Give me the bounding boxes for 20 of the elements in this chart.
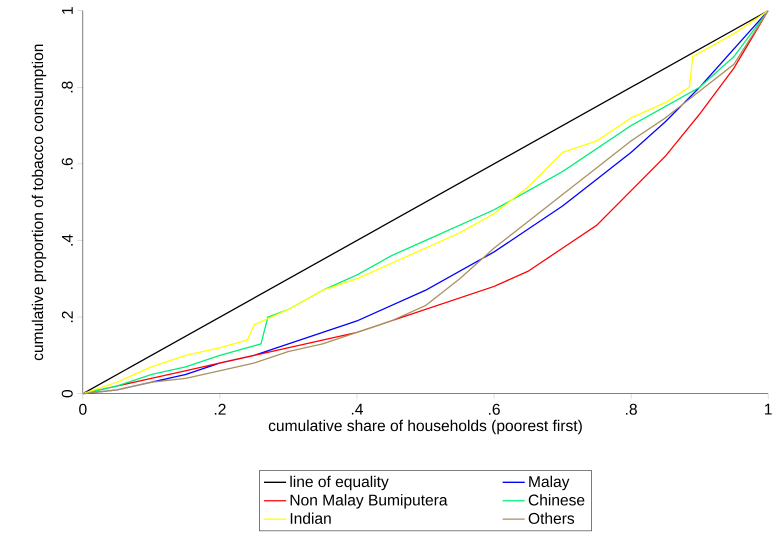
x-axis-title: cumulative share of households (poorest first) — [268, 420, 582, 434]
y-tick-label: .6 — [62, 158, 73, 169]
y-tick-label: 1 — [62, 6, 73, 14]
x-tick-label: 1 — [765, 404, 772, 414]
legend-label: Others — [528, 512, 574, 524]
legend-label: Malay — [529, 476, 570, 490]
x-tick-label: .8 — [626, 404, 637, 415]
y-axis-title: cumulative proportion of tobacco consumption — [32, 44, 46, 360]
legend-label: Chinese — [528, 494, 584, 506]
x-tick-label: .2 — [214, 404, 226, 414]
x-tick-label: .4 — [352, 404, 363, 414]
legend-label: Non Malay Bumiputera — [290, 494, 448, 508]
x-tick-label: 0 — [79, 404, 87, 415]
legend-label: Indian — [290, 512, 331, 524]
y-tick-label: .4 — [62, 234, 73, 246]
x-tick-label: .6 — [488, 404, 500, 415]
y-tick-label: 0 — [62, 390, 73, 398]
legend-label: line of equality — [290, 476, 389, 490]
y-tick-label: .8 — [62, 81, 73, 92]
y-tick-label: .2 — [62, 311, 73, 322]
